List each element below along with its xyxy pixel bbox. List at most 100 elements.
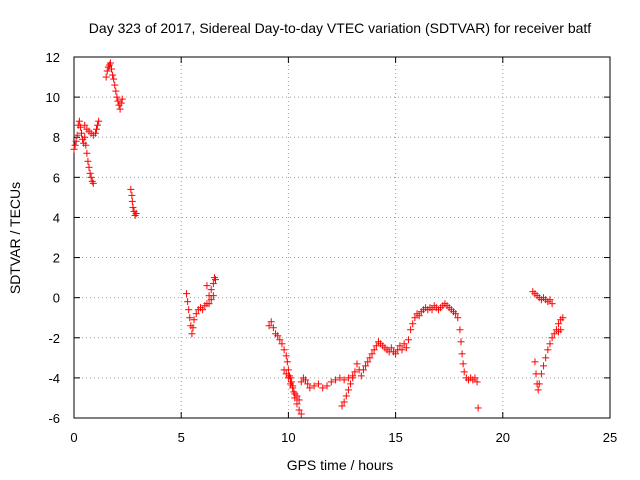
data-point <box>559 314 567 322</box>
data-point <box>546 340 554 348</box>
x-tick-label: 10 <box>281 430 295 445</box>
data-point <box>353 360 361 368</box>
data-point <box>83 149 91 157</box>
data-point <box>314 380 322 388</box>
data-point <box>323 382 331 390</box>
data-point <box>540 362 548 370</box>
data-point <box>188 330 196 338</box>
data-point <box>118 95 126 103</box>
data-point <box>73 131 81 139</box>
data-point <box>400 340 408 348</box>
data-point <box>289 384 297 392</box>
y-tick-label: 8 <box>53 130 60 145</box>
data-point <box>344 386 352 394</box>
data-point <box>276 336 284 344</box>
data-point <box>185 306 193 314</box>
data-point <box>129 203 137 211</box>
data-point <box>402 344 410 352</box>
x-axis-label: GPS time / hours <box>287 457 394 473</box>
data-point <box>205 300 213 308</box>
data-point <box>199 306 207 314</box>
data-point <box>428 306 436 314</box>
data-point <box>396 342 404 350</box>
data-point <box>297 410 305 418</box>
plot-frame <box>73 56 611 419</box>
data-point <box>207 286 215 294</box>
data-point <box>293 392 301 400</box>
grid <box>74 57 610 418</box>
data-point <box>548 334 556 342</box>
data-point <box>460 368 468 376</box>
data-point <box>404 336 412 344</box>
data-point <box>265 322 273 330</box>
y-tick-label: -2 <box>48 331 60 346</box>
data-point <box>81 133 89 141</box>
data-point <box>72 137 80 145</box>
data-point <box>282 352 290 360</box>
data-point <box>459 360 467 368</box>
data-point <box>368 350 376 358</box>
data-point <box>86 169 94 177</box>
data-point <box>278 340 286 348</box>
data-point <box>542 354 550 362</box>
data-point <box>370 346 378 354</box>
data-point <box>116 105 124 113</box>
data-point <box>347 380 355 388</box>
data-point <box>454 314 462 322</box>
data-point <box>76 123 84 131</box>
data-point <box>471 374 479 382</box>
data-point <box>357 372 365 380</box>
y-tick-label: 0 <box>53 291 60 306</box>
data-points <box>70 59 567 418</box>
data-point <box>452 310 460 318</box>
data-point <box>112 87 120 95</box>
data-point <box>70 145 78 153</box>
data-point <box>102 73 110 81</box>
data-point <box>203 282 211 290</box>
data-point <box>267 318 275 326</box>
data-point <box>274 332 282 340</box>
data-point <box>302 376 310 384</box>
data-point <box>411 314 419 322</box>
data-point <box>340 376 348 384</box>
data-point <box>280 346 288 354</box>
data-point <box>183 290 191 298</box>
data-point <box>78 129 86 137</box>
y-tick-labels: -6 -4 -2 0 2 4 6 8 10 12 <box>46 50 60 426</box>
data-point <box>81 121 89 129</box>
data-point <box>546 296 554 304</box>
x-tick-label: 0 <box>70 430 77 445</box>
data-point <box>457 338 465 346</box>
data-point <box>295 396 303 404</box>
data-point <box>207 296 215 304</box>
data-point <box>282 370 290 378</box>
data-point <box>409 320 417 328</box>
data-point <box>336 374 344 382</box>
data-point <box>342 392 350 400</box>
x-tick-label: 15 <box>388 430 402 445</box>
chart-title: Day 323 of 2017, Sidereal Day-to-day VTE… <box>89 20 592 36</box>
data-point <box>269 324 277 332</box>
data-point <box>340 398 348 406</box>
data-point <box>287 380 295 388</box>
data-point <box>557 326 565 334</box>
y-tick-label: 10 <box>46 90 60 105</box>
data-point <box>71 141 79 149</box>
data-point <box>364 358 372 366</box>
data-point <box>108 65 116 73</box>
data-point <box>117 99 125 107</box>
x-tick-label: 25 <box>603 430 617 445</box>
data-point <box>398 346 406 354</box>
x-tick-label: 20 <box>496 430 510 445</box>
data-point <box>458 350 466 358</box>
data-point <box>186 314 194 322</box>
data-point <box>283 358 291 366</box>
data-point <box>550 330 558 338</box>
data-point <box>349 374 357 382</box>
data-point <box>128 191 136 199</box>
y-tick-label: 4 <box>53 210 60 225</box>
y-tick-label: 12 <box>46 50 60 65</box>
y-tick-label: -6 <box>48 411 60 426</box>
data-point <box>212 276 220 284</box>
data-point <box>106 59 114 67</box>
